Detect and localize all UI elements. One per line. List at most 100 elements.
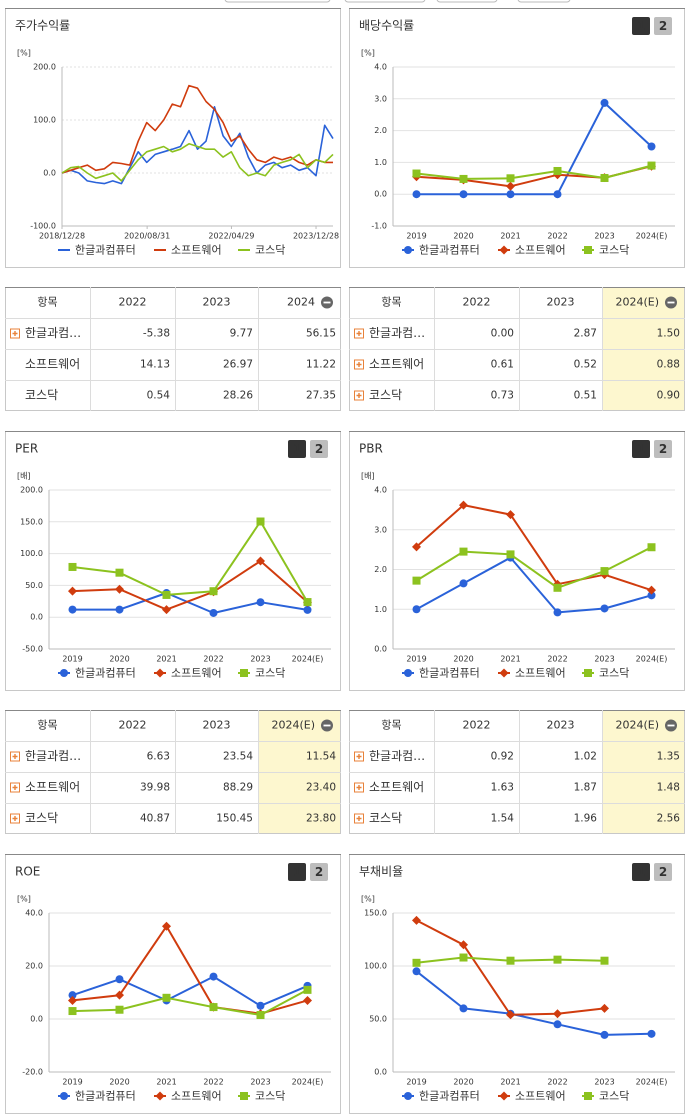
marker xyxy=(412,967,421,976)
x-tick-label: 2021 xyxy=(500,1078,520,1087)
tab-label[interactable]: 1 xyxy=(293,442,301,456)
x-tick-label: 2024(E) xyxy=(292,655,324,664)
panel-frame xyxy=(349,431,685,691)
expand-icon-plus[interactable] xyxy=(356,362,362,367)
expand-icon-plus[interactable] xyxy=(356,331,362,336)
expand-icon-plus[interactable] xyxy=(356,816,362,821)
top-button[interactable] xyxy=(344,0,426,3)
y-tick-label: -20.0 xyxy=(22,1068,43,1077)
y-tick-label: 150.0 xyxy=(20,517,43,526)
marker xyxy=(584,246,592,254)
x-tick-label: 2022 xyxy=(547,1078,567,1087)
marker xyxy=(256,1011,265,1020)
marker xyxy=(647,591,656,600)
marker xyxy=(115,584,124,594)
tab-button[interactable] xyxy=(632,440,650,458)
marker xyxy=(506,174,515,183)
marker xyxy=(162,921,171,931)
marker xyxy=(600,567,609,576)
x-tick-label: 2021 xyxy=(500,232,520,241)
marker xyxy=(499,245,509,255)
marker xyxy=(600,956,609,965)
marker xyxy=(240,1092,248,1100)
tab-button[interactable] xyxy=(654,863,672,881)
top-button[interactable] xyxy=(517,0,571,3)
table-value: 39.98 xyxy=(140,782,170,794)
x-tick-label: 2019 xyxy=(406,655,426,664)
expand-icon-plus[interactable] xyxy=(12,754,18,759)
expand-icon-plus[interactable] xyxy=(356,393,362,398)
marker xyxy=(459,953,468,962)
x-tick-label: 2020 xyxy=(453,232,473,241)
y-tick-label: -100.0 xyxy=(30,222,56,231)
y-tick-label: 1.0 xyxy=(374,605,387,614)
marker xyxy=(412,169,421,178)
table-value: -5.38 xyxy=(143,328,170,340)
series-line xyxy=(72,560,309,611)
table-value: 2.56 xyxy=(657,813,681,825)
tab-label[interactable]: 1 xyxy=(293,865,301,879)
unit-label: [%] xyxy=(361,895,375,904)
panel-frame xyxy=(5,854,341,1114)
marker xyxy=(115,568,124,577)
tab-label[interactable]: 2 xyxy=(659,19,667,33)
chart-title: ROE xyxy=(15,865,40,879)
tab-label[interactable]: 2 xyxy=(659,865,667,879)
marker xyxy=(647,585,656,595)
series-line xyxy=(416,164,652,180)
marker xyxy=(303,598,312,607)
series-line xyxy=(415,546,652,589)
table-value: 14.13 xyxy=(140,359,170,371)
tab-button[interactable] xyxy=(310,863,328,881)
tab-label[interactable]: 1 xyxy=(637,19,645,33)
expand-icon-plus[interactable] xyxy=(12,785,18,790)
tab-button[interactable] xyxy=(654,440,672,458)
y-tick-label: 3.0 xyxy=(374,94,387,103)
unit-label: [배] xyxy=(17,472,31,481)
marker xyxy=(553,955,562,964)
tab-button[interactable] xyxy=(654,17,672,35)
legend-label: 한글과컴퓨터 xyxy=(419,244,480,257)
x-tick-label: 2023 xyxy=(594,655,614,664)
chart-panel: PBR 1 2 [배] 0.0 1.0 2.0 3.0 4.0 2019 2020 2021 2022 2… xyxy=(349,431,685,691)
marker xyxy=(60,669,68,677)
tab-button[interactable] xyxy=(632,863,650,881)
marker xyxy=(647,1029,656,1038)
tab-button[interactable] xyxy=(632,17,650,35)
tab-label[interactable]: 2 xyxy=(659,442,667,456)
table-value: 1.50 xyxy=(657,328,680,340)
top-button[interactable] xyxy=(436,0,498,3)
marker xyxy=(115,1005,124,1014)
x-tick-label: 2020 xyxy=(109,655,129,664)
marker xyxy=(647,161,656,170)
legend-label: 한글과컴퓨터 xyxy=(75,1090,136,1103)
table-value: 26.97 xyxy=(223,359,253,371)
tab-label[interactable]: 1 xyxy=(637,442,645,456)
marker xyxy=(404,246,412,254)
expand-icon-plus[interactable] xyxy=(12,816,18,821)
marker xyxy=(404,1092,412,1100)
tab-label[interactable]: 1 xyxy=(637,865,645,879)
tab-label[interactable]: 2 xyxy=(315,442,323,456)
column-header: 항목 xyxy=(381,296,401,309)
marker xyxy=(553,166,562,175)
expand-icon-plus[interactable] xyxy=(12,331,18,336)
marker xyxy=(162,605,171,615)
top-button[interactable] xyxy=(224,0,331,3)
table-value: 1.35 xyxy=(657,751,680,763)
expand-icon-plus[interactable] xyxy=(356,754,362,759)
tab-label[interactable]: 2 xyxy=(315,865,323,879)
marker xyxy=(256,556,265,566)
marker xyxy=(459,500,468,510)
table-value: 27.35 xyxy=(306,390,336,402)
expand-icon-plus[interactable] xyxy=(356,785,362,790)
legend-label: 코스닥 xyxy=(255,667,285,680)
unit-label: [%] xyxy=(17,895,31,904)
tab-button[interactable] xyxy=(288,863,306,881)
marker xyxy=(68,995,77,1005)
tab-button[interactable] xyxy=(288,440,306,458)
series-line xyxy=(61,84,333,174)
tab-button[interactable] xyxy=(310,440,328,458)
series-line xyxy=(61,106,334,185)
marker xyxy=(412,542,421,552)
